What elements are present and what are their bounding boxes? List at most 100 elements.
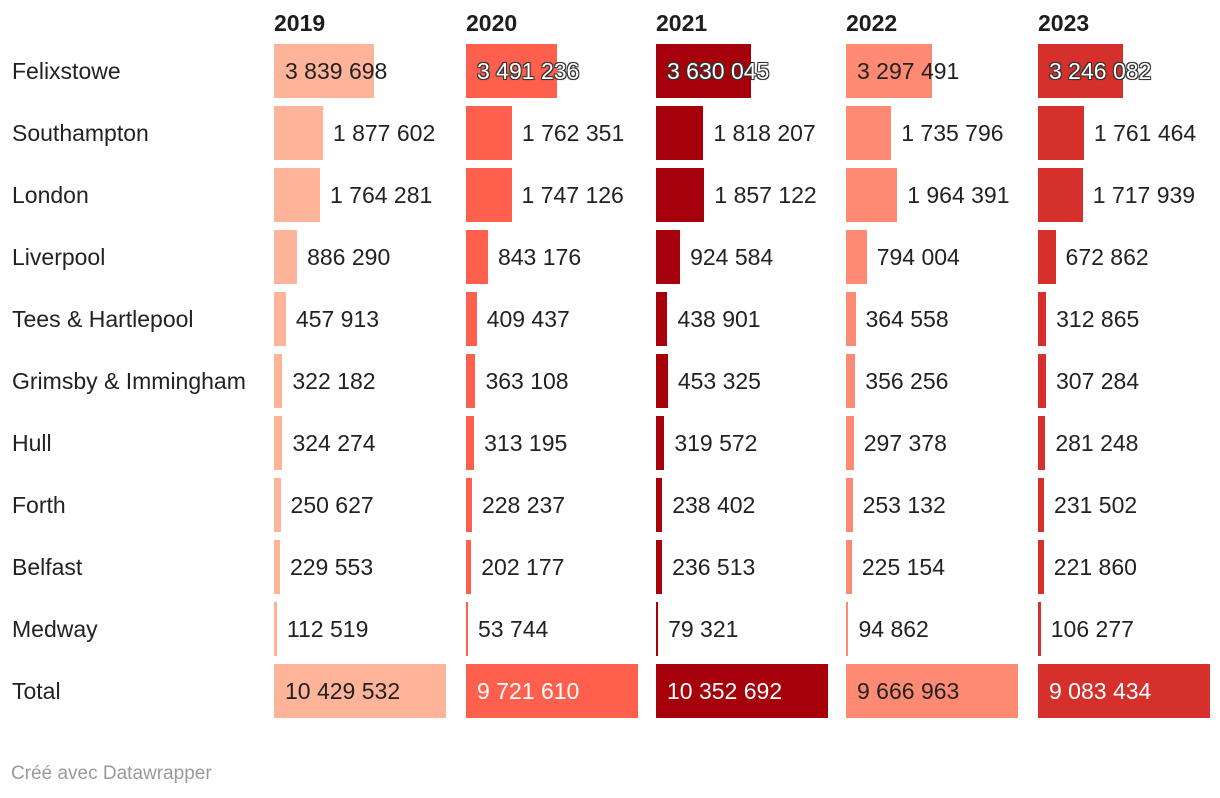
- bar-belfast-2021: [656, 540, 663, 594]
- column-header-2021: 2021: [656, 10, 708, 36]
- row-label-belfast: Belfast: [12, 554, 83, 580]
- bar-liverpool-2022: [846, 230, 867, 284]
- value-forth-2021: 238 402: [672, 492, 756, 518]
- bar-london-2019: [274, 168, 320, 222]
- bar-felixstowe-2023: [1038, 44, 1123, 98]
- bar-hull-2020: [466, 416, 475, 470]
- bar-medway-2023: [1038, 602, 1041, 656]
- bar-felixstowe-2020: [466, 44, 557, 98]
- value-liverpool-2019: 886 290: [307, 244, 391, 270]
- value-tees-and-hartlepool-2021: 438 901: [677, 306, 761, 332]
- bar-southampton-2020: [466, 106, 512, 160]
- value-belfast-2021: 236 513: [672, 554, 756, 580]
- value-medway-2023: 106 277: [1050, 616, 1134, 642]
- value-london-2019: 1 764 281: [329, 182, 433, 208]
- row-label-total: Total: [12, 678, 61, 704]
- total-value-total-2022: 9 666 963: [857, 678, 960, 704]
- value-grimsby-and-immingham-2021: 453 325: [677, 368, 761, 394]
- value-belfast-2023: 221 860: [1053, 554, 1137, 580]
- bar-liverpool-2023: [1038, 230, 1056, 284]
- bar-felixstowe-2022: [846, 44, 932, 98]
- row-label-forth: Forth: [12, 492, 66, 518]
- value-grimsby-and-immingham-2023: 307 284: [1056, 368, 1140, 394]
- total-value-total-2019: 10 429 532: [285, 678, 401, 704]
- bar-liverpool-2019: [274, 230, 298, 284]
- value-southampton-2021: 1 818 207: [713, 120, 816, 146]
- value-belfast-2019: 229 553: [289, 554, 374, 580]
- value-belfast-2022: 225 154: [861, 554, 945, 580]
- value-felixstowe-2021: 3 630 045: [667, 58, 770, 84]
- bar-felixstowe-2021: [656, 44, 751, 98]
- bar-hull-2021: [656, 416, 665, 470]
- row-label-grimsby-and-immingham: Grimsby & Immingham: [12, 368, 246, 394]
- total-bar-total-2020: [466, 664, 638, 718]
- value-london-2021: 1 857 122: [714, 182, 817, 208]
- bar-felixstowe-2019: [274, 44, 375, 98]
- bar-grimsby-and-immingham-2022: [846, 354, 856, 408]
- value-london-2023: 1 717 939: [1092, 182, 1196, 208]
- total-value-total-2020: 9 721 610: [477, 678, 580, 704]
- bar-medway-2021: [656, 602, 659, 656]
- bar-southampton-2022: [846, 106, 892, 160]
- value-liverpool-2020: 843 176: [497, 244, 582, 270]
- value-london-2020: 1 747 126: [521, 182, 624, 208]
- value-forth-2019: 250 627: [290, 492, 374, 518]
- row-label-southampton: Southampton: [12, 120, 149, 146]
- column-header-2022: 2022: [846, 10, 898, 36]
- row-label-tees-and-hartlepool: Tees & Hartlepool: [12, 306, 194, 332]
- bar-hull-2019: [274, 416, 283, 470]
- row-label-hull: Hull: [12, 430, 52, 456]
- credit-footer[interactable]: Créé avec Datawrapper: [11, 763, 212, 784]
- value-grimsby-and-immingham-2020: 363 108: [485, 368, 569, 394]
- row-label-london: London: [12, 182, 89, 208]
- bar-grimsby-and-immingham-2020: [466, 354, 476, 408]
- bar-tees-and-hartlepool-2022: [846, 292, 856, 346]
- bar-forth-2023: [1038, 478, 1045, 532]
- value-forth-2023: 231 502: [1054, 492, 1138, 518]
- bar-liverpool-2020: [466, 230, 488, 284]
- value-medway-2022: 94 862: [858, 616, 929, 642]
- bar-liverpool-2021: [656, 230, 681, 284]
- row-label-felixstowe: Felixstowe: [12, 58, 121, 84]
- value-felixstowe-2019: 3 839 698: [285, 58, 388, 84]
- bar-medway-2019: [274, 602, 277, 656]
- value-medway-2020: 53 744: [478, 616, 549, 642]
- value-hull-2023: 281 248: [1055, 430, 1139, 456]
- bar-southampton-2023: [1038, 106, 1084, 160]
- value-grimsby-and-immingham-2019: 322 182: [292, 368, 376, 394]
- bar-tees-and-hartlepool-2021: [656, 292, 668, 346]
- column-header-2020: 2020: [466, 10, 518, 36]
- value-hull-2020: 313 195: [484, 430, 568, 456]
- value-liverpool-2022: 794 004: [876, 244, 960, 270]
- total-bar-total-2022: [846, 664, 1018, 718]
- bar-tees-and-hartlepool-2020: [466, 292, 477, 346]
- total-bar-total-2019: [274, 664, 446, 718]
- total-bar-total-2023: [1038, 664, 1210, 718]
- bar-medway-2022: [846, 602, 849, 656]
- value-liverpool-2021: 924 584: [690, 244, 774, 270]
- value-southampton-2019: 1 877 602: [332, 120, 436, 146]
- bar-hull-2022: [846, 416, 854, 470]
- value-belfast-2020: 202 177: [481, 554, 565, 580]
- value-southampton-2020: 1 762 351: [521, 120, 625, 146]
- value-tees-and-hartlepool-2023: 312 865: [1056, 306, 1140, 332]
- bar-london-2023: [1038, 168, 1083, 222]
- bar-belfast-2019: [274, 540, 280, 594]
- value-southampton-2022: 1 735 796: [901, 120, 1004, 146]
- bar-southampton-2019: [274, 106, 323, 160]
- bar-belfast-2023: [1038, 540, 1044, 594]
- value-forth-2020: 228 237: [481, 492, 566, 518]
- bar-forth-2019: [274, 478, 281, 532]
- value-felixstowe-2022: 3 297 491: [857, 58, 960, 84]
- total-value-total-2021: 10 352 692: [667, 678, 783, 704]
- bar-tees-and-hartlepool-2019: [274, 292, 286, 346]
- column-header-2023: 2023: [1038, 10, 1090, 36]
- bar-tees-and-hartlepool-2023: [1038, 292, 1047, 346]
- bar-belfast-2020: [466, 540, 472, 594]
- value-tees-and-hartlepool-2019: 457 913: [295, 306, 380, 332]
- bar-medway-2020: [466, 602, 468, 656]
- bar-southampton-2021: [656, 106, 704, 160]
- bar-london-2021: [656, 168, 705, 222]
- value-felixstowe-2023: 3 246 082: [1049, 58, 1152, 84]
